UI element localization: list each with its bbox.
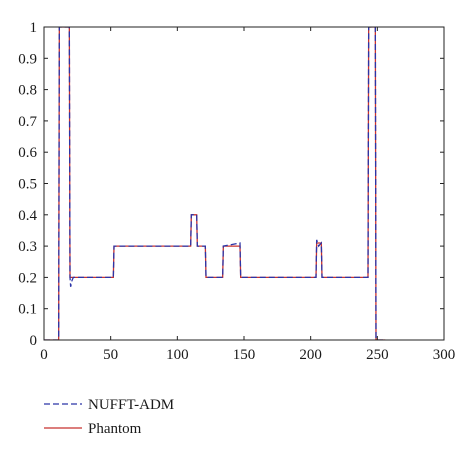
x-tick-label: 250 (366, 347, 389, 363)
y-tick-label: 0.1 (18, 302, 37, 318)
x-tick-label: 300 (433, 347, 456, 363)
y-tick-label: 0.6 (18, 145, 37, 161)
y-tick-label: 1 (30, 20, 38, 36)
x-tick-label: 50 (103, 347, 118, 363)
x-tick-label: 100 (166, 347, 189, 363)
legend-label: Phantom (88, 421, 142, 437)
y-tick-label: 0 (30, 333, 38, 349)
y-tick-label: 0.9 (18, 51, 37, 67)
y-tick-label: 0.4 (18, 208, 37, 224)
series-line-nufft-adm (44, 27, 386, 340)
legend-label: NUFFT-ADM (88, 397, 174, 413)
x-tick-label: 200 (299, 347, 322, 363)
plot-area (44, 27, 444, 340)
y-tick-label: 0.3 (18, 239, 37, 255)
y-tick-label: 0.8 (18, 83, 37, 99)
series-line-phantom (44, 27, 386, 340)
y-tick-label: 0.5 (18, 177, 37, 193)
x-tick-label: 150 (233, 347, 256, 363)
y-tick-label: 0.7 (18, 114, 37, 130)
y-tick-label: 0.2 (18, 270, 37, 286)
x-tick-label: 0 (40, 347, 48, 363)
